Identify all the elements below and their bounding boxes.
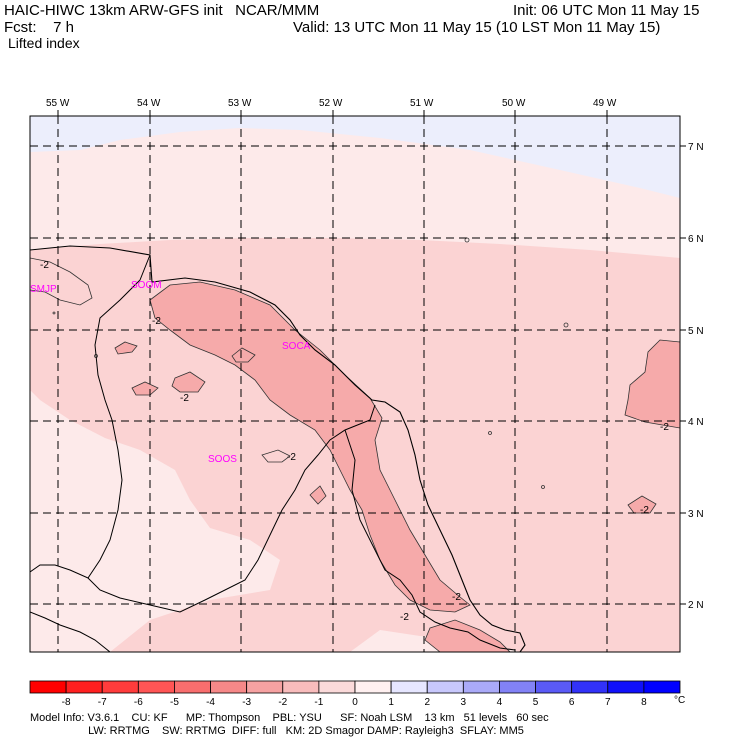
latitude-axis: 7 N 6 N 5 N 4 N 3 N 2 N bbox=[680, 142, 704, 611]
mid-pink-region-east bbox=[624, 339, 680, 429]
station-label: SOCA bbox=[282, 341, 311, 352]
contour-label: -2 bbox=[660, 422, 669, 433]
colorbar-tick-label: 1 bbox=[388, 697, 394, 708]
lifted-index-field: -2 -2 -2 -2 -2 -2 -2 -2 SMJP SOCA SOOS S… bbox=[30, 116, 680, 652]
colorbar-swatch bbox=[643, 680, 681, 694]
border-suriname-guyana bbox=[30, 254, 151, 579]
lon-label: 50 W bbox=[502, 98, 526, 109]
station-label: SMJP bbox=[30, 284, 57, 295]
contour-label: -2 bbox=[400, 612, 409, 623]
colorbar-tick-label: -2 bbox=[278, 697, 287, 708]
contour-blob bbox=[114, 341, 138, 355]
colorbar-swatch bbox=[65, 680, 103, 694]
model-info-line1: Model Info: V3.6.1 CU: KF MP: Thompson P… bbox=[30, 712, 549, 724]
model-title: HAIC-HIWC 13km ARW-GFS init NCAR/MMM bbox=[4, 2, 320, 19]
contour-blob bbox=[261, 449, 291, 463]
lon-label: 52 W bbox=[319, 98, 343, 109]
colorbar-swatch bbox=[210, 680, 248, 694]
valid-time: Valid: 13 UTC Mon 11 May 15 (10 LST Mon … bbox=[293, 19, 661, 36]
colorbar-unit: °C bbox=[674, 695, 685, 706]
forecast-hour: Fcst: 7 h bbox=[4, 19, 75, 36]
contour-label: -2 bbox=[40, 260, 49, 271]
colorbar-swatch bbox=[29, 680, 67, 694]
colorbar-tick-label: 5 bbox=[533, 697, 539, 708]
colorbar-tick-label: -8 bbox=[62, 697, 71, 708]
coastline bbox=[30, 245, 526, 652]
contour-blob bbox=[171, 371, 206, 393]
colorbar-tick-label: 6 bbox=[569, 697, 575, 708]
longitude-axis: 55 W 54 W 53 W 52 W 51 W 50 W 49 W bbox=[46, 98, 617, 116]
colorbar-tick-label: 4 bbox=[497, 697, 503, 708]
lat-lon-grid bbox=[30, 116, 680, 652]
positive-region-north bbox=[30, 116, 680, 198]
station-label: SOOS bbox=[208, 454, 237, 465]
colorbar-swatch bbox=[318, 680, 356, 694]
lat-label: 6 N bbox=[688, 234, 704, 245]
lon-label: 55 W bbox=[46, 98, 70, 109]
colorbar-swatch bbox=[462, 680, 500, 694]
lat-label: 4 N bbox=[688, 417, 704, 428]
model-info-line2: LW: RRTMG SW: RRTMG DIFF: full KM: 2D Sm… bbox=[30, 725, 524, 737]
contour-blob bbox=[309, 485, 327, 505]
colorbar-ticks: -8 -7 -6 -5 -4 -3 -2 -1 0 1 2 3 4 5 6 7 8 bbox=[62, 697, 647, 708]
map-frame bbox=[29, 115, 681, 653]
colorbar-tick-label: -4 bbox=[206, 697, 215, 708]
colorbar-tick-label: -3 bbox=[242, 697, 251, 708]
colorbar-swatch bbox=[174, 680, 211, 694]
mid-pink-region-coast bbox=[149, 281, 471, 613]
contour-blob bbox=[231, 347, 256, 363]
border-french-guiana-brazil bbox=[344, 429, 516, 651]
lat-label: 7 N bbox=[688, 142, 704, 153]
colorbar bbox=[29, 680, 681, 694]
contour-label: -2 bbox=[152, 316, 161, 327]
colorbar-tick-label: -1 bbox=[314, 697, 323, 708]
lon-label: 53 W bbox=[228, 98, 252, 109]
colorbar-swatch bbox=[246, 680, 284, 694]
contour-blob bbox=[627, 495, 657, 514]
lat-label: 5 N bbox=[688, 326, 704, 337]
lat-label: 2 N bbox=[688, 600, 704, 611]
border-southwest bbox=[30, 611, 111, 652]
lon-label: 51 W bbox=[410, 98, 434, 109]
colorbar-tick-label: 3 bbox=[461, 697, 467, 708]
colorbar-swatch bbox=[607, 680, 645, 694]
lat-label: 3 N bbox=[688, 509, 704, 520]
lon-label: 54 W bbox=[137, 98, 161, 109]
colorbar-swatch bbox=[137, 680, 175, 694]
border-suriname-french-guiana bbox=[87, 404, 376, 613]
init-time: Init: 06 UTC Mon 11 May 15 bbox=[513, 2, 700, 19]
colorbar-tick-label: 2 bbox=[424, 697, 430, 708]
lon-label: 49 W bbox=[593, 98, 617, 109]
colorbar-swatch bbox=[354, 680, 392, 694]
colorbar-swatch bbox=[535, 680, 573, 694]
colorbar-tick-label: 7 bbox=[605, 697, 611, 708]
colorbar-swatch bbox=[390, 680, 428, 694]
colorbar-tick-label: 0 bbox=[352, 697, 358, 708]
colorbar-tick-label: 8 bbox=[641, 697, 647, 708]
colorbar-swatch bbox=[499, 680, 536, 694]
station-label: SOOM bbox=[131, 280, 162, 291]
contour-blob bbox=[30, 257, 93, 306]
contour-label: -2 bbox=[640, 505, 649, 516]
contour-label: -2 bbox=[287, 452, 296, 463]
colorbar-swatch bbox=[101, 680, 139, 694]
colorbar-swatch bbox=[571, 680, 609, 694]
contour-label: -2 bbox=[452, 592, 461, 603]
colorbar-swatch bbox=[282, 680, 320, 694]
colorbar-tick-label: -6 bbox=[134, 697, 143, 708]
contour-blob bbox=[131, 381, 159, 396]
field-name: Lifted index bbox=[8, 35, 80, 51]
colorbar-tick-label: -5 bbox=[170, 697, 179, 708]
colorbar-tick-label: -7 bbox=[98, 697, 107, 708]
colorbar-swatch bbox=[426, 680, 464, 694]
contour-label: -2 bbox=[180, 393, 189, 404]
